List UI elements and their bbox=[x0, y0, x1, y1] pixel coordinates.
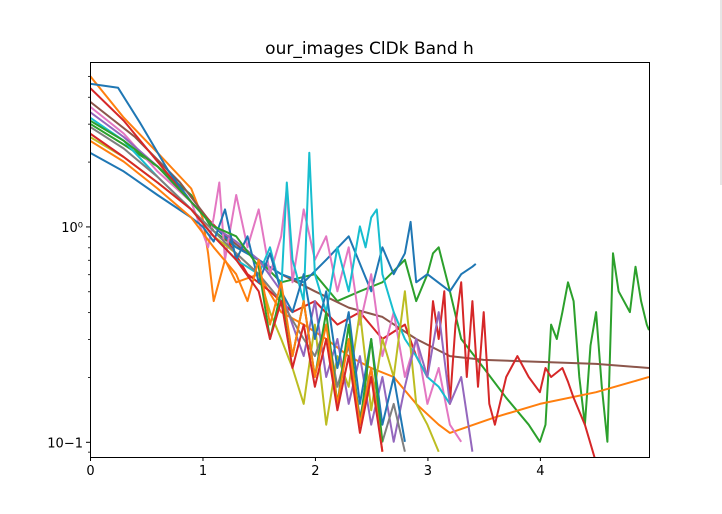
window-edge bbox=[720, 0, 722, 185]
series-line-5 bbox=[90, 82, 477, 293]
x-tick-label: 4 bbox=[536, 464, 544, 479]
x-tick-label: 0 bbox=[86, 464, 94, 479]
series-line-6 bbox=[90, 105, 463, 443]
axes-frame bbox=[90, 62, 650, 458]
series-line-13 bbox=[90, 139, 384, 452]
axis-layer: 0 1 2 3 4 10−1 10⁰ bbox=[47, 75, 545, 479]
x-tick-label: 2 bbox=[311, 464, 319, 479]
series-line-14 bbox=[90, 132, 384, 452]
y-tick-label: 10⁰ bbox=[61, 221, 83, 236]
x-tick-label: 3 bbox=[424, 464, 432, 479]
chart-title: our_images ClDk Band h bbox=[265, 39, 474, 59]
series-layer bbox=[90, 75, 649, 457]
series-line-3 bbox=[90, 100, 649, 369]
series-line-4 bbox=[90, 87, 596, 457]
x-tick-label: 1 bbox=[199, 464, 207, 479]
y-tick-label: 10−1 bbox=[47, 436, 83, 451]
